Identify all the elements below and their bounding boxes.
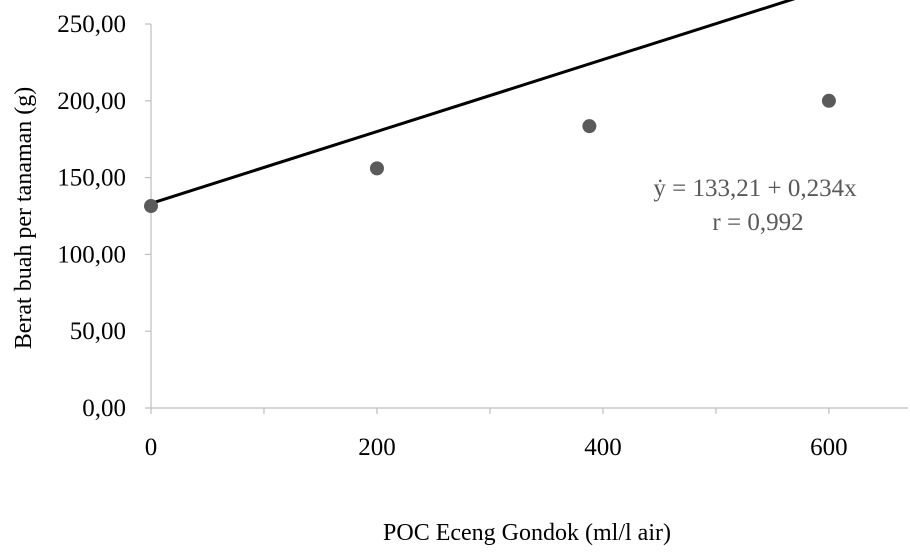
data-point [582, 119, 596, 133]
y-axis: 0,00 50,00 100,00 150,00 200,00 250,00 [57, 11, 151, 422]
data-point [144, 199, 158, 213]
y-axis-title: Berat buah per tanaman (g) [11, 87, 37, 350]
trendline-group [151, 0, 829, 203]
data-point [822, 94, 836, 108]
x-axis: 0 200 400 600 [145, 408, 908, 461]
x-tick-label: 400 [584, 434, 622, 461]
y-tick-label: 150,00 [57, 165, 126, 192]
y-tick-label: 50,00 [70, 318, 126, 345]
data-point [370, 161, 384, 175]
x-tick-label: 0 [145, 434, 158, 461]
x-axis-title: POC Eceng Gondok (ml/l air) [383, 520, 671, 546]
y-tick-label: 100,00 [57, 241, 126, 268]
correlation-annotation: r = 0,992 [712, 209, 803, 236]
y-tick-label: 200,00 [57, 88, 126, 115]
x-tick-label: 600 [810, 434, 848, 461]
equation-annotation: ẏ = 133,21 + 0,234x [653, 175, 857, 202]
y-tick-label: 0,00 [82, 395, 126, 422]
y-tick-label: 250,00 [57, 11, 126, 38]
x-tick-label: 200 [358, 434, 396, 461]
regression-line [151, 0, 829, 203]
